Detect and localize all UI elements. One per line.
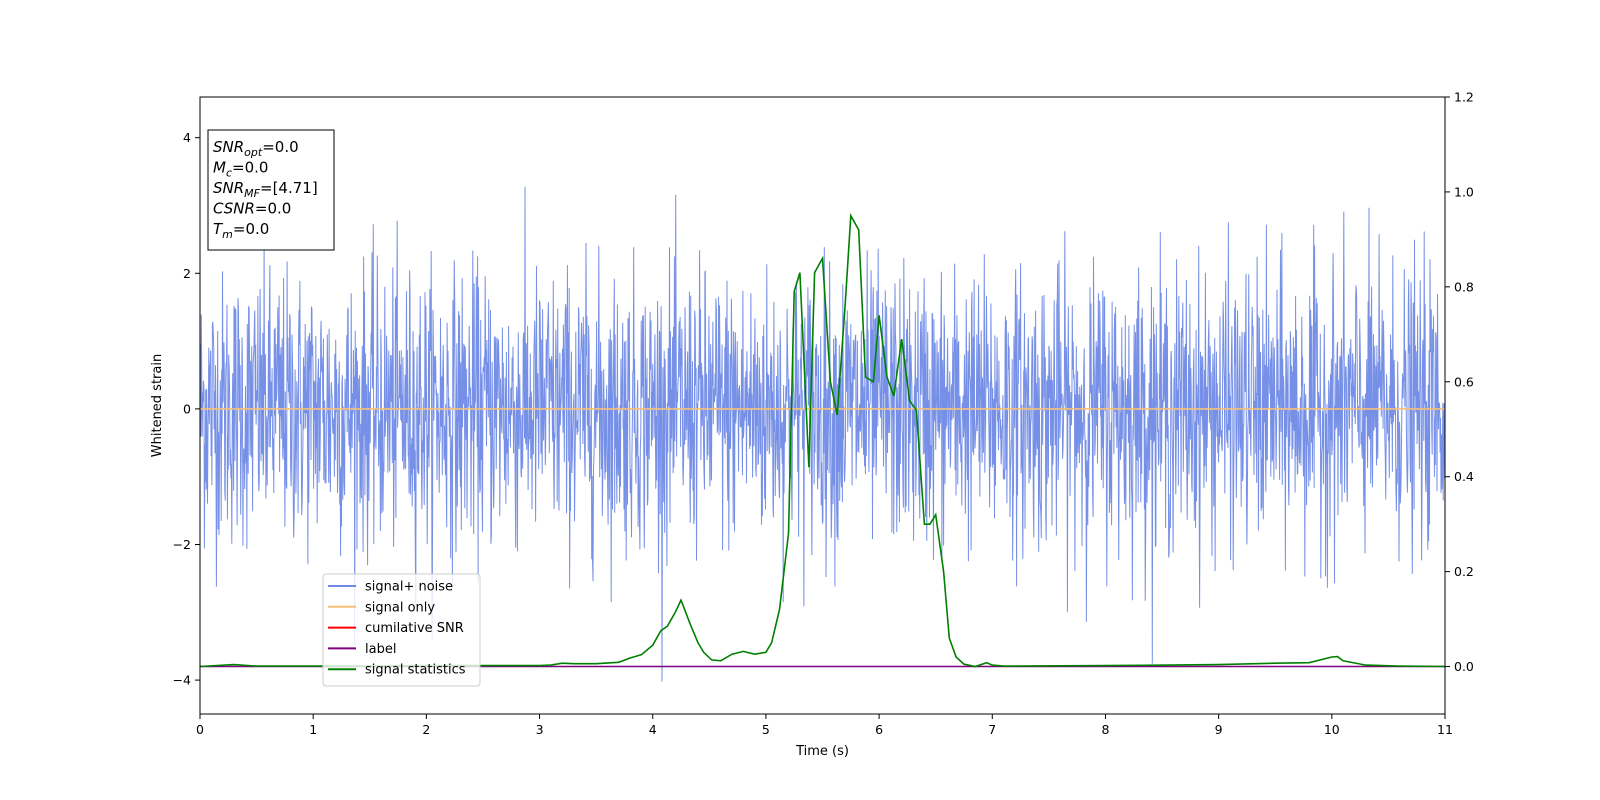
x-tick-label: 2 [422, 722, 430, 737]
y-left-tick-label: 4 [183, 130, 191, 145]
annotation-symbol: SNR [213, 138, 244, 156]
y-left-tick-label: −4 [173, 673, 191, 688]
x-tick-label: 1 [309, 722, 317, 737]
y-right-tick-label: 0.2 [1454, 564, 1474, 579]
x-tick-label: 6 [875, 722, 883, 737]
annotation-value: =[4.71] [260, 179, 318, 197]
x-tick-label: 0 [196, 722, 204, 737]
annotation-frame [207, 129, 335, 251]
series-signal-statistics-line [199, 212, 1446, 668]
annotation-line: SNRopt=0.0 [213, 138, 299, 159]
annotation-subscript: c [226, 167, 232, 180]
y-left-tick-label: −2 [173, 537, 191, 552]
legend-label: signal statistics [365, 663, 466, 678]
y-axis-left: −4 −2 0 2 4 [173, 130, 200, 688]
metrics-annotation-box: SNRopt=0.0Mc=0.0SNRMF=[4.71]CSNR=0.0Tm=0… [207, 129, 335, 251]
annotation-subscript: MF [244, 187, 260, 200]
x-tick-label: 11 [1437, 722, 1453, 737]
annotation-value: =0.0 [233, 220, 269, 238]
legend: signal+ noise signal only cumilative SNR la… [322, 573, 481, 687]
annotation-subscript: opt [244, 146, 263, 159]
y-right-tick-label: 1.2 [1454, 90, 1474, 105]
x-tick-label: 5 [762, 722, 770, 737]
annotation-value: =0.0 [232, 159, 268, 177]
x-tick-label: 10 [1324, 722, 1340, 737]
x-tick-label: 3 [536, 722, 544, 737]
annotation-line: CSNR=0.0 [213, 200, 291, 218]
annotation-symbol: SNR [213, 179, 244, 197]
annotation-symbol: M [213, 159, 226, 177]
y-right-tick-label: 0.0 [1454, 659, 1474, 674]
x-axis: 0 1 2 3 4 5 6 7 8 9 10 11 [196, 714, 1453, 737]
y-left-tick-label: 0 [183, 401, 191, 416]
legend-label: cumilative SNR [365, 621, 464, 636]
x-tick-label: 8 [1101, 722, 1109, 737]
annotation-symbol: T [213, 220, 224, 238]
x-tick-label: 4 [649, 722, 657, 737]
y-right-tick-label: 0.4 [1454, 469, 1474, 484]
signal-noise-line [199, 186, 1446, 682]
legend-label: signal only [365, 600, 435, 615]
x-tick-label: 7 [988, 722, 996, 737]
legend-label: label [365, 642, 396, 657]
annotation-line: SNRMF=[4.71] [213, 179, 318, 200]
annotation-value: =0.0 [255, 200, 291, 218]
series-signal-noise [199, 186, 1446, 682]
y-axis-right: 0.0 0.2 0.4 0.6 0.8 1.0 1.2 [1445, 90, 1474, 674]
annotation-line: Mc=0.0 [213, 159, 268, 180]
y-right-tick-label: 1.0 [1454, 184, 1474, 199]
y-right-tick-label: 0.6 [1454, 374, 1474, 389]
annotation-line: Tm=0.0 [213, 220, 269, 241]
legend-label: signal+ noise [365, 580, 453, 595]
annotation-symbol: CSNR [213, 200, 255, 218]
legend-frame [322, 573, 481, 687]
x-tick-label: 9 [1215, 722, 1223, 737]
x-axis-title: Time (s) [795, 744, 849, 759]
annotation-value: =0.0 [262, 138, 298, 156]
y-right-tick-label: 0.8 [1454, 279, 1474, 294]
y-left-tick-label: 2 [183, 266, 191, 281]
y-axis-title: Whitened strain [150, 354, 165, 457]
axes-frame [199, 96, 1446, 715]
annotation-subscript: m [222, 228, 233, 241]
